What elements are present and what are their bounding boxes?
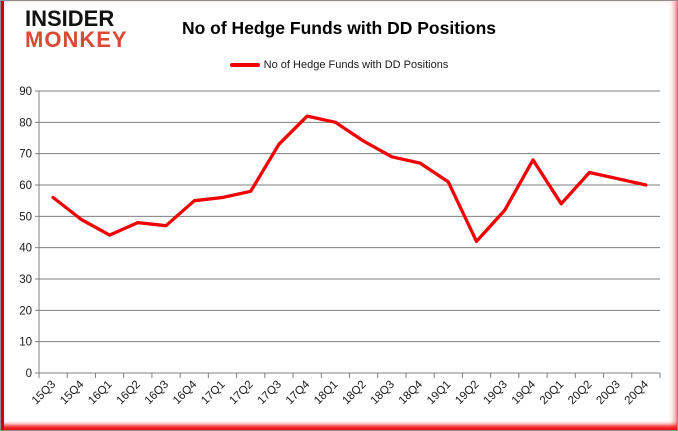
- y-tick-label: 40: [19, 243, 32, 255]
- x-tick-label: 16Q4: [171, 378, 200, 407]
- y-tick-label: 50: [19, 211, 32, 223]
- logo-line2: MONKEY: [25, 26, 128, 52]
- y-tick-label: 20: [19, 305, 32, 317]
- y-tick-label: 70: [19, 149, 32, 161]
- x-tick-label: 16Q1: [86, 379, 114, 407]
- x-tick-label: 18Q4: [397, 378, 426, 407]
- chart-title: No of Hedge Funds with DD Positions: [181, 18, 497, 38]
- y-tick-label: 60: [19, 180, 32, 192]
- x-tick-label: 20Q3: [594, 379, 622, 407]
- x-tick-label: 17Q2: [227, 379, 255, 407]
- legend-label: No of Hedge Funds with DD Positions: [263, 59, 449, 71]
- x-tick-label: 20Q2: [566, 379, 594, 407]
- y-tick-label: 10: [19, 337, 32, 349]
- series-line: [51, 114, 648, 244]
- x-tick-label: 18Q1: [312, 379, 340, 407]
- y-tick-label: 90: [19, 86, 32, 98]
- x-tick-label: 17Q1: [199, 379, 227, 407]
- x-tick-label: 17Q4: [284, 378, 313, 407]
- x-tick-label: 20Q4: [623, 378, 652, 407]
- x-tick-label: 18Q2: [340, 379, 368, 407]
- y-tick-label: 80: [19, 117, 32, 129]
- x-tick-label: 17Q3: [256, 379, 284, 407]
- x-tick-label: 19Q2: [453, 379, 481, 407]
- x-tick-label: 19Q4: [510, 378, 539, 407]
- x-tick-label: 20Q1: [538, 379, 566, 407]
- logo-line1: INSIDER: [25, 6, 115, 31]
- legend-line-marker-icon: [229, 63, 260, 67]
- x-tick-label: 16Q3: [143, 379, 171, 407]
- x-tick-label: 19Q3: [481, 379, 509, 407]
- chart-legend: No of Hedge Funds with DD Positions: [1, 59, 677, 71]
- insider-monkey-logo: INSIDER MONKEY: [25, 6, 128, 52]
- x-tick-label: 19Q1: [425, 379, 453, 407]
- y-tick-label: 30: [19, 274, 32, 286]
- x-tick-label: 15Q4: [58, 378, 87, 407]
- x-tick-label: 18Q3: [369, 379, 397, 407]
- y-tick-label: 0: [26, 368, 32, 380]
- x-tick-label: 16Q2: [115, 379, 143, 407]
- x-tick-label: 15Q3: [30, 379, 58, 407]
